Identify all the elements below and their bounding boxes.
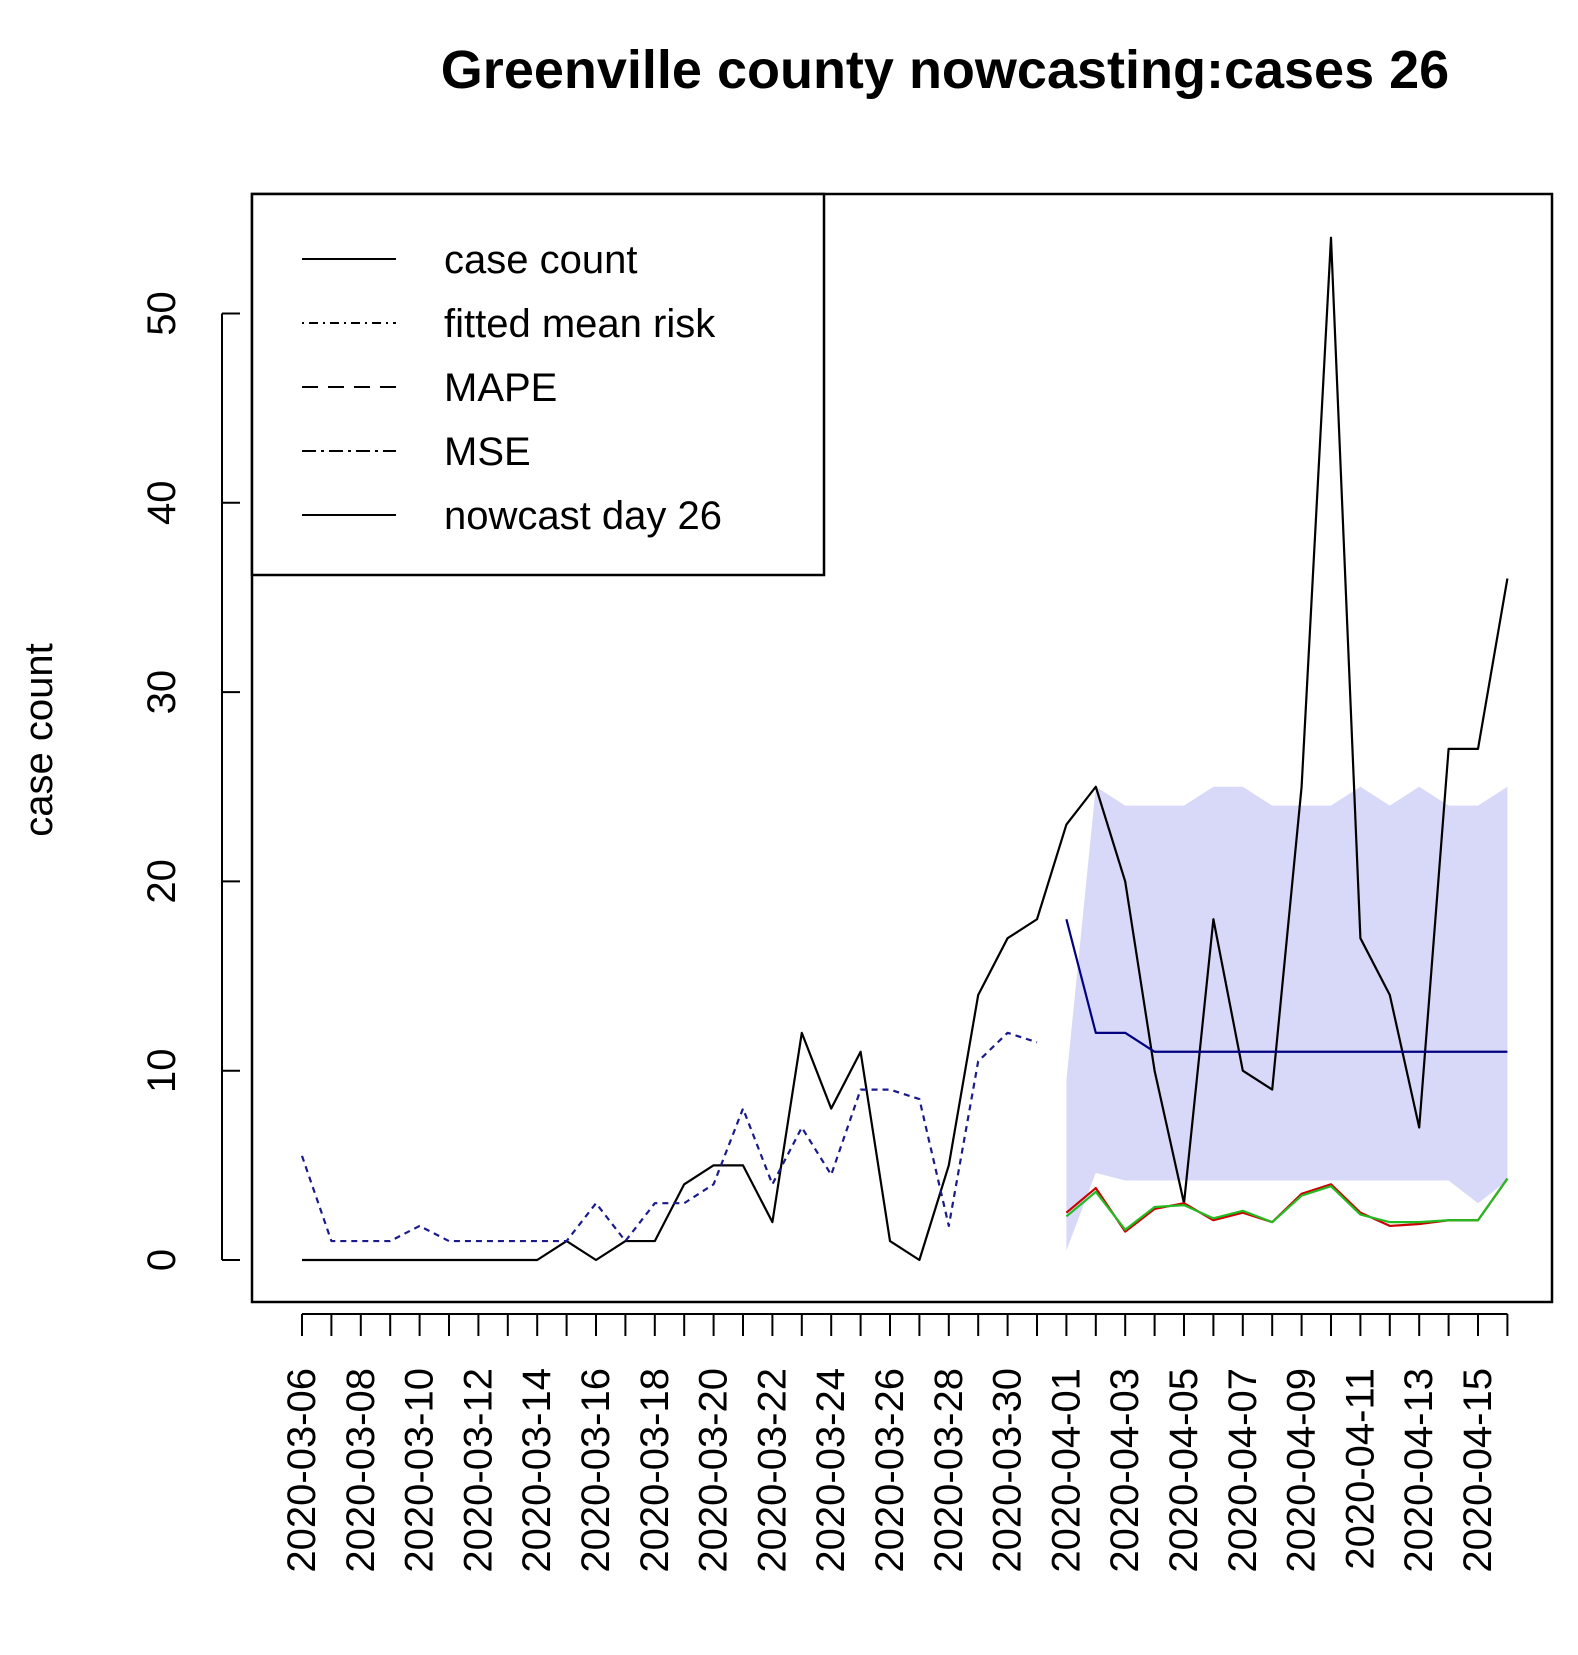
x-tick-label: 2020-03-10 — [398, 1368, 442, 1573]
x-tick-label: 2020-03-26 — [868, 1368, 912, 1573]
x-tick-label: 2020-04-03 — [1103, 1368, 1147, 1573]
x-tick-label: 2020-03-24 — [809, 1368, 853, 1573]
y-axis-label: case count — [17, 643, 61, 836]
y-tick-label: 0 — [140, 1249, 184, 1271]
x-tick-label: 2020-04-13 — [1397, 1368, 1441, 1573]
chart-title: Greenville county nowcasting:cases 26 — [441, 40, 1449, 100]
x-tick-label: 2020-03-28 — [927, 1368, 971, 1573]
series-nowcast-day-26 — [1065, 918, 1508, 1053]
series-fitted-mean-risk — [300, 1031, 1038, 1243]
x-tick-label: 2020-03-16 — [574, 1368, 618, 1573]
x-tick-label: 2020-03-22 — [750, 1368, 794, 1573]
legend: case count fitted mean risk MAPE MSE nowcast… — [250, 192, 826, 577]
legend-box — [250, 192, 826, 577]
series-mse — [1065, 1177, 1509, 1231]
legend-label: case count — [444, 238, 637, 282]
x-tick-label: 2020-03-30 — [986, 1368, 1030, 1573]
y-tick-label: 40 — [140, 481, 184, 526]
x-tick-label: 2020-04-15 — [1456, 1368, 1500, 1573]
series-case-count — [302, 236, 1509, 1262]
axis-layer: 0 10 20 30 40 50 2020-03-06 2020-03-08 2020-03-1… — [140, 291, 1509, 1573]
x-tick-label: 2020-03-18 — [633, 1368, 677, 1573]
y-tick-label: 30 — [140, 670, 184, 715]
legend-label: MAPE — [444, 366, 557, 410]
legend-label: fitted mean risk — [444, 302, 716, 346]
x-tick-label: 2020-03-20 — [692, 1368, 736, 1573]
x-tick-label: 2020-03-12 — [456, 1368, 500, 1573]
legend-label: nowcast day 26 — [444, 494, 722, 538]
legend-label: MSE — [444, 430, 531, 474]
y-tick-label: 50 — [140, 291, 184, 336]
x-tick-label: 2020-04-09 — [1280, 1368, 1324, 1573]
y-tick-label: 20 — [140, 859, 184, 904]
x-tick-label: 2020-04-07 — [1221, 1368, 1265, 1573]
y-tick-label: 10 — [140, 1048, 184, 1093]
prediction-band-layer — [1066, 786, 1508, 1251]
x-tick-label: 2020-04-05 — [1162, 1368, 1206, 1573]
x-tick-label: 2020-04-01 — [1044, 1368, 1088, 1573]
x-tick-label: 2020-03-08 — [339, 1368, 383, 1573]
x-tick-label: 2020-03-14 — [515, 1368, 559, 1573]
x-tick-label: 2020-04-11 — [1338, 1368, 1382, 1570]
series-layer — [300, 236, 1509, 1262]
plot-frame — [250, 192, 1554, 1304]
x-tick-label: 2020-03-06 — [280, 1368, 324, 1573]
prediction-band — [1066, 786, 1508, 1251]
